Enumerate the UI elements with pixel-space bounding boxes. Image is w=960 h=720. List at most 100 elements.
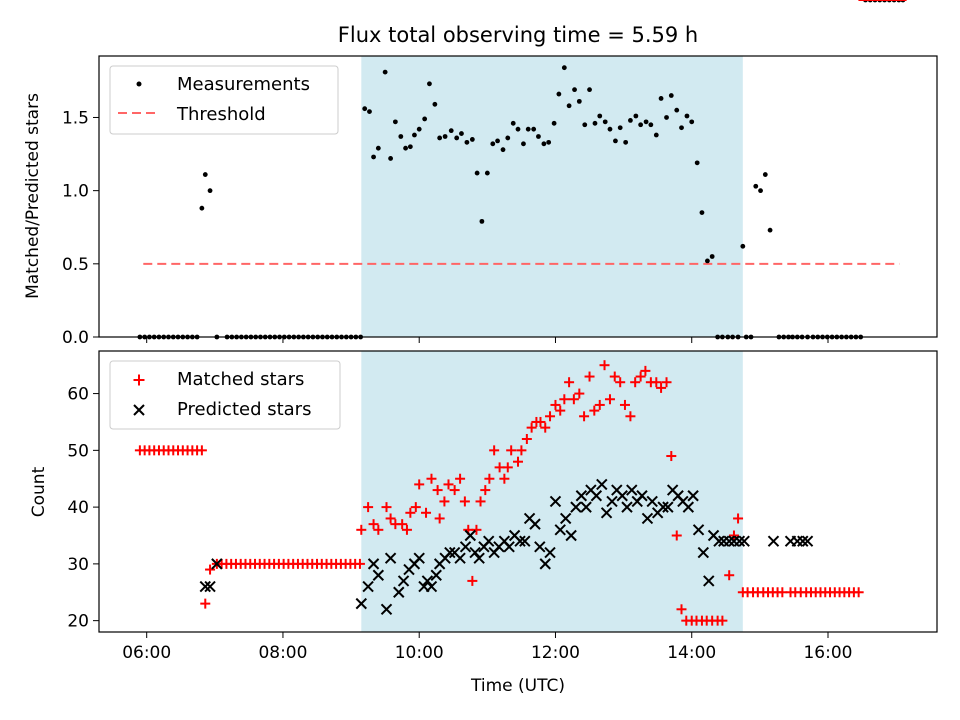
matched-star-point: [475, 496, 486, 507]
matched-star-point: [484, 473, 495, 484]
bottom-panel: 20 30 40 50 60 06:00 08:00 10:00 12:00 14:00 16:0…: [29, 0, 938, 696]
chart-title: Flux total observing time = 5.59 h: [338, 23, 698, 47]
predicted-star-point: [421, 575, 434, 587]
predicted-star-point: [626, 484, 638, 496]
predicted-star-point: [723, 535, 735, 547]
measurement-point: [613, 138, 618, 144]
measurement-point: [536, 134, 541, 139]
predicted-star-point: [211, 558, 223, 570]
top-panel: 0.0 0.5 1.0 1.5 Matched/Predicted stars Mea…: [23, 0, 938, 348]
matched-star-point: [535, 416, 546, 427]
predicted-star-point: [703, 575, 715, 587]
predicted-star-point: [646, 495, 658, 508]
predicted-star-point: [473, 552, 485, 564]
measurement-point: [448, 128, 454, 134]
measurement-point: [392, 119, 398, 125]
predicted-star-point: [384, 552, 397, 564]
measurement-point: [541, 141, 547, 147]
predicted-star-point: [596, 478, 608, 491]
matched-star-point: [661, 377, 672, 388]
y-tick-label: 0.0: [62, 328, 89, 348]
matched-star-point: [443, 479, 454, 490]
predicted-star-point: [682, 501, 695, 513]
measurement-point: [566, 103, 572, 109]
matched-star-point: [574, 388, 585, 399]
predicted-star-point: [519, 535, 531, 547]
top-legend-box: [109, 65, 339, 135]
measurement-point: [416, 126, 422, 132]
predicted-star-point: [413, 552, 425, 564]
measurement-point: [705, 258, 710, 264]
measurement-point: [617, 125, 623, 131]
measurement-point: [758, 188, 763, 194]
x-tick-label: 16:00: [803, 643, 852, 663]
matched-star-points: [134, 0, 907, 626]
predicted-star-point: [539, 558, 551, 570]
matched-star-point: [434, 513, 445, 524]
bottom-legend-box: [109, 360, 341, 430]
matched-star-point: [489, 445, 500, 456]
matched-star-point: [368, 519, 379, 530]
measurement-point: [648, 122, 654, 128]
matched-star-point: [506, 445, 517, 456]
measurement-point: [592, 120, 598, 126]
matched-star-point: [455, 473, 466, 484]
matched-star-point: [200, 598, 211, 609]
measurement-point: [403, 145, 408, 151]
predicted-star-point: [621, 501, 633, 513]
predicted-star-point: [549, 495, 562, 508]
predicted-star-point: [641, 512, 654, 525]
measurement-point: [437, 135, 443, 141]
predicted-star-point: [367, 558, 380, 570]
measurement-point: [633, 113, 639, 119]
predicted-star-point: [362, 580, 374, 593]
matched-star-point: [640, 365, 651, 376]
predicted-star-point: [797, 535, 809, 547]
measurement-point: [658, 96, 664, 101]
measurement-point: [767, 227, 773, 233]
legend-predicted-label: Predicted stars: [177, 399, 311, 420]
predicted-star-point: [565, 529, 577, 542]
matched-star-point: [521, 433, 532, 444]
measurement-point: [607, 126, 613, 132]
predicted-star-point: [692, 524, 705, 536]
matched-star-point: [205, 564, 216, 575]
matched-star-point: [594, 399, 605, 410]
legend-threshold-label: Threshold: [176, 104, 266, 125]
matched-star-point: [459, 496, 470, 507]
bottom-y-axis-label: Count: [29, 466, 49, 517]
measurement-point: [664, 115, 669, 120]
measurement-point: [412, 132, 417, 138]
legend-predicted-symbol: [133, 404, 145, 416]
measurement-point: [371, 154, 376, 160]
measurement-point: [442, 134, 448, 139]
matched-star-point: [619, 399, 630, 410]
matched-star-point: [381, 502, 392, 513]
predicted-star-point: [590, 490, 603, 502]
measurement-point: [207, 188, 213, 194]
matched-star-point: [579, 411, 590, 422]
matched-star-point: [432, 485, 443, 496]
matched-star-point: [426, 473, 437, 484]
measurement-point: [597, 113, 603, 119]
legend-matched-symbol: [133, 374, 145, 386]
predicted-star-point: [662, 501, 674, 513]
predicted-star-point: [430, 569, 442, 581]
measurement-point: [199, 205, 205, 211]
measurement-point: [689, 119, 695, 125]
predicted-star-point: [482, 535, 495, 547]
legend-measurement-marker: [136, 81, 142, 87]
measurement-point: [572, 87, 577, 93]
predicted-star-point: [697, 546, 710, 559]
bottom-shaded-interval: [361, 351, 743, 632]
measurement-point: [427, 81, 432, 87]
top-legend: Measurements Threshold: [109, 65, 339, 135]
top-x-ticks: [146, 337, 829, 343]
bottom-legend: Matched stars Predicted stars: [109, 360, 341, 430]
x-axis-label: Time (UTC): [470, 676, 565, 696]
measurement-point: [699, 210, 705, 215]
matched-star-point: [604, 394, 615, 405]
matched-star-point: [853, 587, 864, 598]
matched-star-point: [480, 485, 491, 496]
predicted-star-point: [529, 518, 541, 530]
